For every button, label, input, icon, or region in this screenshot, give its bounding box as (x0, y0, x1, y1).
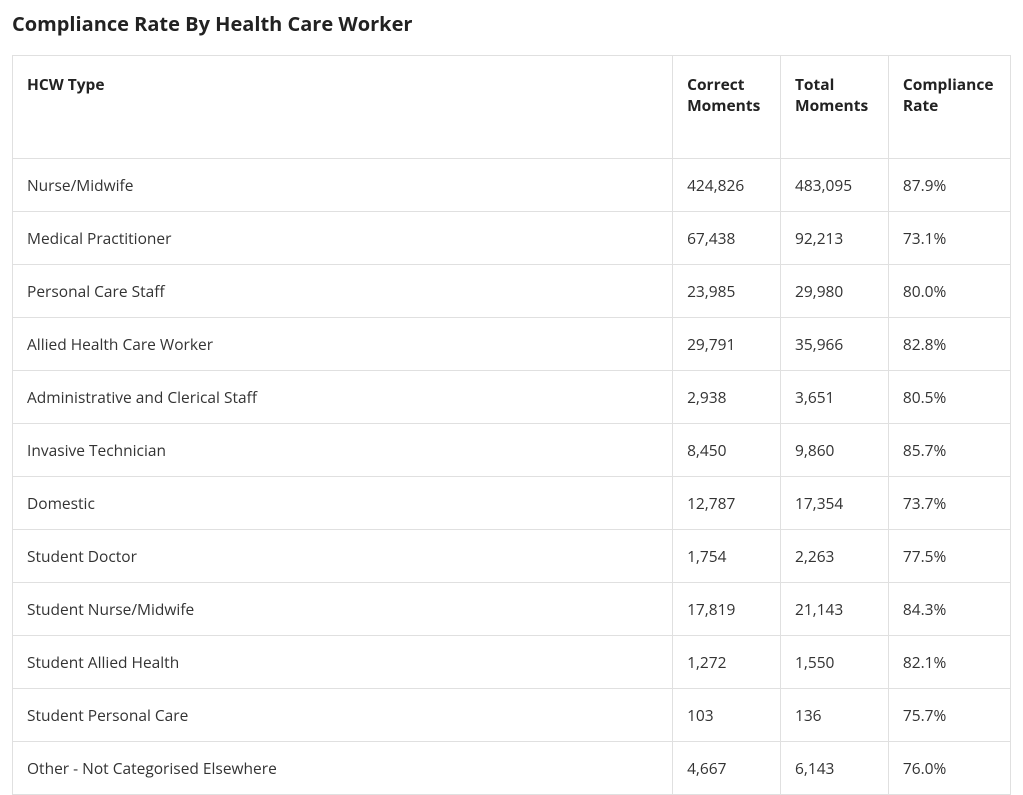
col-total-moments: Total Moments (780, 56, 888, 158)
cell-hcw-type: Student Allied Health (13, 635, 673, 688)
table-row: Domestic12,78717,35473.7% (13, 476, 1011, 529)
cell-hcw-type: Administrative and Clerical Staff (13, 370, 673, 423)
cell-compliance-rate: 75.7% (888, 688, 1010, 741)
cell-total-moments: 92,213 (780, 211, 888, 264)
cell-hcw-type: Invasive Technician (13, 423, 673, 476)
compliance-table-wrap: HCW Type Correct Moments Total Moments C… (12, 55, 1011, 795)
table-header-row: HCW Type Correct Moments Total Moments C… (13, 56, 1011, 158)
cell-total-moments: 29,980 (780, 264, 888, 317)
cell-hcw-type: Nurse/Midwife (13, 158, 673, 211)
cell-compliance-rate: 85.7% (888, 423, 1010, 476)
cell-correct-moments: 12,787 (673, 476, 781, 529)
page-title: Compliance Rate By Health Care Worker (12, 10, 1011, 37)
cell-total-moments: 483,095 (780, 158, 888, 211)
table-row: Student Allied Health1,2721,55082.1% (13, 635, 1011, 688)
cell-correct-moments: 1,272 (673, 635, 781, 688)
cell-hcw-type: Domestic (13, 476, 673, 529)
cell-hcw-type: Student Personal Care (13, 688, 673, 741)
cell-hcw-type: Personal Care Staff (13, 264, 673, 317)
cell-compliance-rate: 80.5% (888, 370, 1010, 423)
cell-correct-moments: 29,791 (673, 317, 781, 370)
cell-correct-moments: 424,826 (673, 158, 781, 211)
col-compliance-rate: Compliance Rate (888, 56, 1010, 158)
col-hcw-type: HCW Type (13, 56, 673, 158)
cell-correct-moments: 103 (673, 688, 781, 741)
cell-compliance-rate: 82.1% (888, 635, 1010, 688)
cell-total-moments: 21,143 (780, 582, 888, 635)
cell-total-moments: 9,860 (780, 423, 888, 476)
cell-correct-moments: 17,819 (673, 582, 781, 635)
cell-hcw-type: Student Nurse/Midwife (13, 582, 673, 635)
cell-correct-moments: 2,938 (673, 370, 781, 423)
cell-total-moments: 17,354 (780, 476, 888, 529)
col-correct-moments: Correct Moments (673, 56, 781, 158)
cell-compliance-rate: 73.7% (888, 476, 1010, 529)
cell-total-moments: 35,966 (780, 317, 888, 370)
cell-correct-moments: 23,985 (673, 264, 781, 317)
cell-compliance-rate: 80.0% (888, 264, 1010, 317)
table-row: Student Doctor1,7542,26377.5% (13, 529, 1011, 582)
cell-compliance-rate: 87.9% (888, 158, 1010, 211)
table-row: Invasive Technician8,4509,86085.7% (13, 423, 1011, 476)
cell-total-moments: 2,263 (780, 529, 888, 582)
cell-correct-moments: 8,450 (673, 423, 781, 476)
compliance-table: HCW Type Correct Moments Total Moments C… (13, 56, 1011, 795)
table-row: Medical Practitioner67,43892,21373.1% (13, 211, 1011, 264)
cell-total-moments: 1,550 (780, 635, 888, 688)
cell-compliance-rate: 77.5% (888, 529, 1010, 582)
cell-compliance-rate: 82.8% (888, 317, 1010, 370)
table-row: Administrative and Clerical Staff2,9383,… (13, 370, 1011, 423)
table-row: Allied Health Care Worker29,79135,96682.… (13, 317, 1011, 370)
cell-hcw-type: Student Doctor (13, 529, 673, 582)
cell-total-moments: 136 (780, 688, 888, 741)
table-row: Student Personal Care10313675.7% (13, 688, 1011, 741)
cell-compliance-rate: 84.3% (888, 582, 1010, 635)
table-body: Nurse/Midwife424,826483,09587.9%Medical … (13, 158, 1011, 794)
cell-correct-moments: 67,438 (673, 211, 781, 264)
table-row: Student Nurse/Midwife17,81921,14384.3% (13, 582, 1011, 635)
cell-hcw-type: Allied Health Care Worker (13, 317, 673, 370)
cell-hcw-type: Medical Practitioner (13, 211, 673, 264)
cell-total-moments: 3,651 (780, 370, 888, 423)
cell-compliance-rate: 73.1% (888, 211, 1010, 264)
table-row: Personal Care Staff23,98529,98080.0% (13, 264, 1011, 317)
cell-correct-moments: 1,754 (673, 529, 781, 582)
table-row: Nurse/Midwife424,826483,09587.9% (13, 158, 1011, 211)
